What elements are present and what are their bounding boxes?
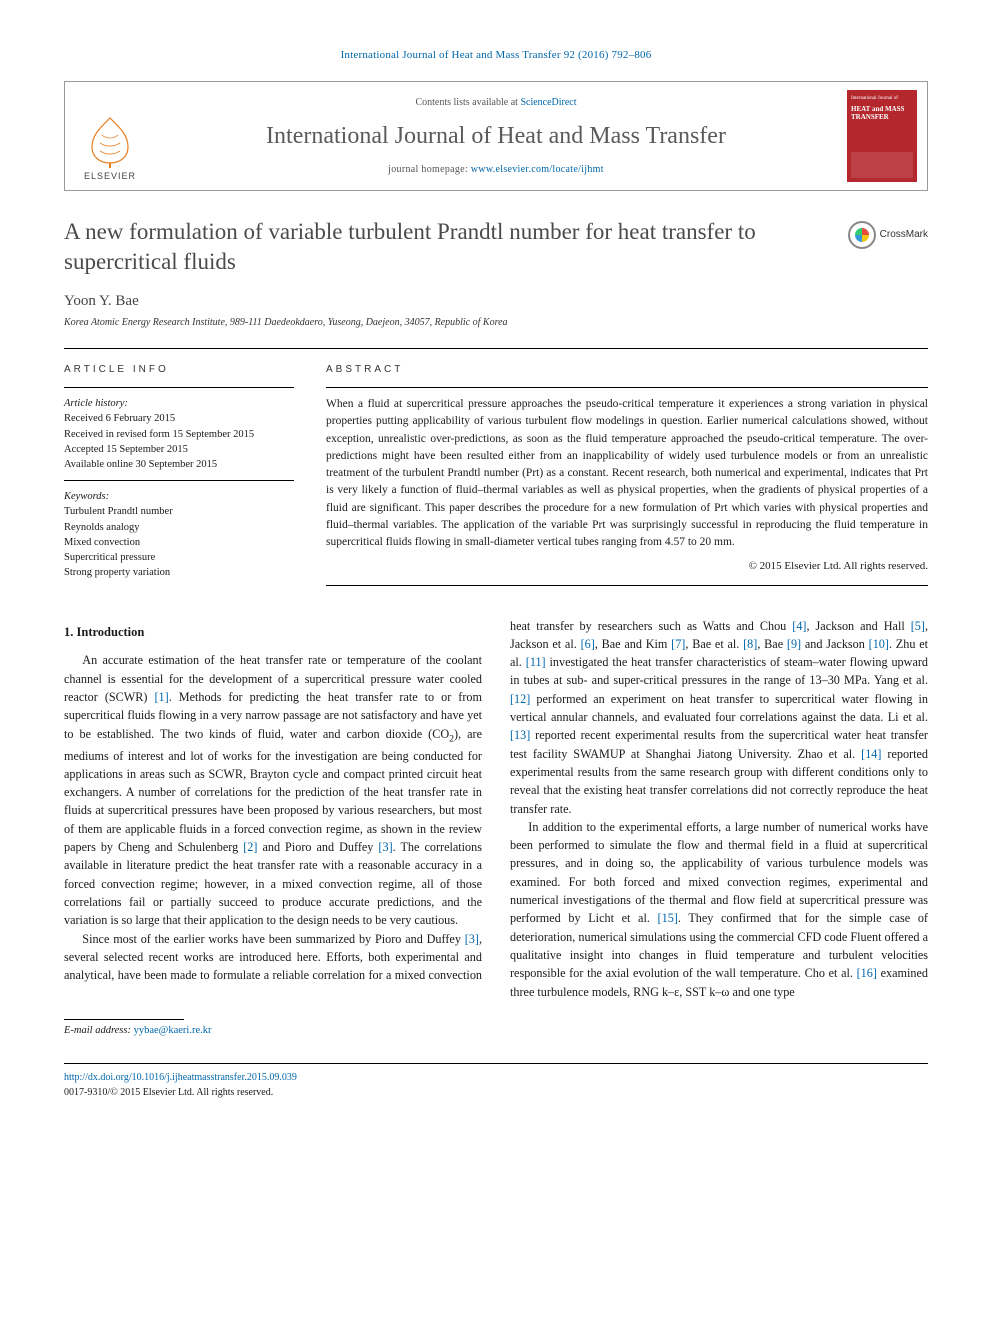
issn-copyright: 0017-9310/© 2015 Elsevier Ltd. All right… xyxy=(64,1087,273,1098)
body-text: investigated the heat transfer character… xyxy=(510,655,928,687)
body-text: Since most of the earlier works have bee… xyxy=(82,932,464,946)
ref-link[interactable]: [7] xyxy=(671,637,685,651)
keyword: Strong property variation xyxy=(64,567,170,578)
ref-link[interactable]: [15] xyxy=(658,911,678,925)
ref-link[interactable]: [12] xyxy=(510,692,530,706)
publisher-logo-box: ELSEVIER xyxy=(65,82,155,190)
body-paragraph: In addition to the experimental efforts,… xyxy=(510,818,928,1001)
info-abstract-row: ARTICLE INFO Article history: Received 6… xyxy=(64,348,928,588)
footnote-separator xyxy=(64,1019,184,1020)
ref-link[interactable]: [1] xyxy=(154,690,168,704)
ref-link[interactable]: [4] xyxy=(792,619,806,633)
ref-link[interactable]: [13] xyxy=(510,728,530,742)
body-text: , Bae and Kim xyxy=(595,637,671,651)
homepage-prefix: journal homepage: xyxy=(388,164,471,175)
keywords-heading: Keywords: xyxy=(64,491,109,502)
page-root: International Journal of Heat and Mass T… xyxy=(0,0,992,1140)
body-text: performed an experiment on heat transfer… xyxy=(510,692,928,724)
ref-link[interactable]: [16] xyxy=(857,966,877,980)
abstract-text: When a fluid at supercritical pressure a… xyxy=(326,388,928,557)
history-line: Received 6 February 2015 xyxy=(64,413,175,424)
email-label: E-mail address: xyxy=(64,1025,131,1036)
corresponding-email-line: E-mail address: yybae@kaeri.re.kr xyxy=(64,1024,928,1039)
ref-link[interactable]: [10] xyxy=(869,637,889,651)
title-row: A new formulation of variable turbulent … xyxy=(64,217,928,277)
ref-link[interactable]: [9] xyxy=(787,637,801,651)
article-info-column: ARTICLE INFO Article history: Received 6… xyxy=(64,349,294,588)
keyword: Mixed convection xyxy=(64,537,140,548)
abstract-column: ABSTRACT When a fluid at supercritical p… xyxy=(326,349,928,588)
body-paragraph: An accurate estimation of the heat trans… xyxy=(64,651,482,929)
author-name: Yoon Y. Bae xyxy=(64,291,928,312)
body-text: , Bae et al. xyxy=(685,637,743,651)
body-text: , Jackson and Hall xyxy=(807,619,911,633)
elsevier-logo: ELSEVIER xyxy=(75,102,145,182)
sciencedirect-link[interactable]: ScienceDirect xyxy=(520,97,576,108)
body-two-column: 1. Introduction An accurate estimation o… xyxy=(64,617,928,1001)
journal-masthead: ELSEVIER Contents lists available at Sci… xyxy=(64,81,928,191)
journal-cover-thumbnail: International Journal of HEAT and MASS T… xyxy=(847,90,917,182)
page-footer: http://dx.doi.org/10.1016/j.ijheatmasstr… xyxy=(64,1063,928,1100)
elsevier-tree-icon xyxy=(80,113,140,168)
author-affiliation: Korea Atomic Energy Research Institute, … xyxy=(64,316,928,330)
body-text: and Pioro and Duffey xyxy=(257,840,378,854)
ref-link[interactable]: [14] xyxy=(861,747,881,761)
contents-available-line: Contents lists available at ScienceDirec… xyxy=(415,96,576,110)
abstract-copyright: © 2015 Elsevier Ltd. All rights reserved… xyxy=(326,559,928,584)
ref-link[interactable]: [5] xyxy=(911,619,925,633)
footnote-region: E-mail address: yybae@kaeri.re.kr xyxy=(64,1019,928,1039)
body-text: In addition to the experimental efforts,… xyxy=(510,820,928,925)
body-text: ), are mediums of interest and lot of wo… xyxy=(64,727,482,855)
history-line: Accepted 15 September 2015 xyxy=(64,444,188,455)
cover-line2: HEAT and MASS TRANSFER xyxy=(851,106,913,121)
history-line: Received in revised form 15 September 20… xyxy=(64,429,254,440)
cover-art xyxy=(851,152,913,178)
journal-homepage-line: journal homepage: www.elsevier.com/locat… xyxy=(388,163,604,177)
running-head: International Journal of Heat and Mass T… xyxy=(64,48,928,63)
ref-link[interactable]: [6] xyxy=(581,637,595,651)
journal-title-large: International Journal of Heat and Mass T… xyxy=(266,120,726,154)
cover-line1: International Journal of xyxy=(851,96,913,102)
ref-link[interactable]: [8] xyxy=(743,637,757,651)
crossmark-icon xyxy=(848,221,876,249)
keyword: Supercritical pressure xyxy=(64,552,155,563)
email-link[interactable]: yybae@kaeri.re.kr xyxy=(134,1025,212,1036)
article-history-block: Article history: Received 6 February 201… xyxy=(64,388,294,480)
divider xyxy=(326,585,928,586)
cover-thumb-box: International Journal of HEAT and MASS T… xyxy=(837,82,927,190)
keyword: Reynolds analogy xyxy=(64,522,140,533)
article-info-label: ARTICLE INFO xyxy=(64,349,294,387)
body-text: and Jackson xyxy=(801,637,869,651)
history-line: Available online 30 September 2015 xyxy=(64,459,217,470)
crossmark-widget[interactable]: CrossMark xyxy=(848,221,928,249)
ref-link[interactable]: [3] xyxy=(378,840,392,854)
ref-link[interactable]: [11] xyxy=(526,655,546,669)
doi-link[interactable]: http://dx.doi.org/10.1016/j.ijheatmasstr… xyxy=(64,1072,297,1083)
keywords-block: Keywords: Turbulent Prandtl number Reyno… xyxy=(64,481,294,588)
abstract-label: ABSTRACT xyxy=(326,349,928,387)
ref-link[interactable]: [3] xyxy=(465,932,479,946)
publisher-name: ELSEVIER xyxy=(84,170,136,183)
masthead-center: Contents lists available at ScienceDirec… xyxy=(155,82,837,190)
contents-prefix: Contents lists available at xyxy=(415,97,520,108)
crossmark-label: CrossMark xyxy=(880,228,928,242)
homepage-link[interactable]: www.elsevier.com/locate/ijhmt xyxy=(471,164,604,175)
ref-link[interactable]: [2] xyxy=(243,840,257,854)
body-text: , Bae xyxy=(757,637,787,651)
keyword: Turbulent Prandtl number xyxy=(64,506,173,517)
article-title: A new formulation of variable turbulent … xyxy=(64,217,836,277)
section-heading-introduction: 1. Introduction xyxy=(64,623,482,642)
history-heading: Article history: xyxy=(64,398,128,409)
